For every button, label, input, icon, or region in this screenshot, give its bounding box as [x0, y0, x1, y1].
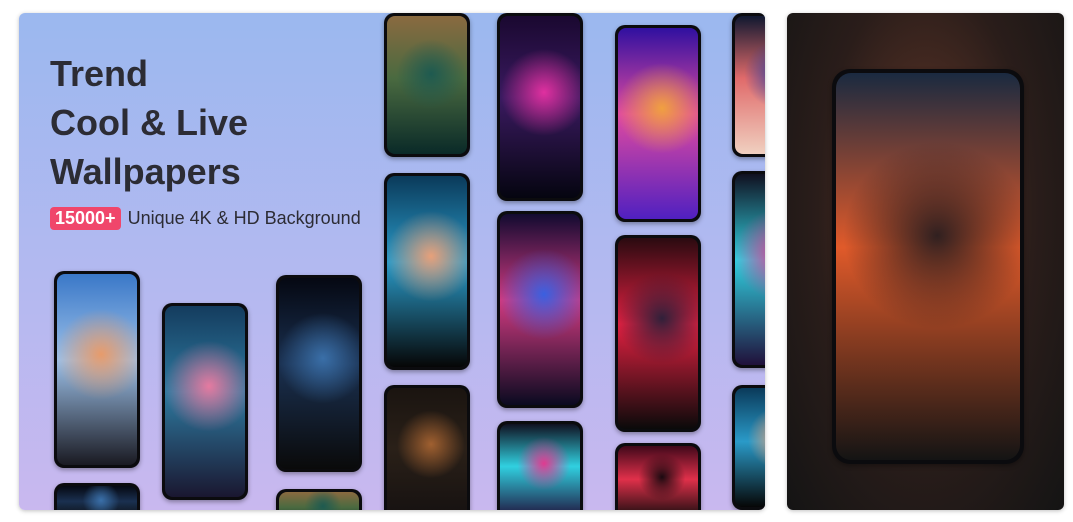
phone-rottweiler-dog[interactable] [384, 385, 470, 510]
wallpaper-neon-heart-girl [618, 238, 698, 429]
wallpaper-spider-neon [500, 16, 580, 198]
wallpaper-galaxy-swirl [500, 214, 580, 405]
wallpaper-tree-silhouette-sunset [57, 274, 137, 465]
phone-partial-col3[interactable] [276, 489, 362, 510]
wallpaper-partial-col1 [57, 486, 137, 510]
wallpaper-colorful-smoke [500, 424, 580, 510]
phone-edge-col7-bottom[interactable] [732, 385, 765, 510]
wallpaper-cartoon-hero-edge [735, 16, 765, 154]
wallpaper-preview-panel[interactable] [787, 13, 1064, 510]
headline-line-2: Cool & Live [50, 102, 249, 143]
wallpaper-edge-col7-mid [735, 174, 765, 365]
wallpaper-pink-cloud-sky [165, 306, 245, 497]
phone-partial-col1[interactable] [54, 483, 140, 510]
phone-earth-from-space[interactable] [276, 275, 362, 472]
tagline-row: 15000+ Unique 4K & HD Background [50, 207, 361, 230]
phone-tree-silhouette-sunset[interactable] [54, 271, 140, 468]
promo-banner[interactable]: Trend Cool & Live Wallpapers 15000+ Uniq… [19, 13, 765, 510]
phone-color-splash-flowers[interactable] [615, 25, 701, 222]
tagline: Unique 4K & HD Background [127, 208, 361, 228]
phone-spider-neon[interactable] [497, 13, 583, 201]
wallpaper-city-sunset-highway [836, 73, 1020, 460]
wallpaper-color-splash-flowers [618, 28, 698, 219]
phone-galaxy-swirl[interactable] [497, 211, 583, 408]
phone-neon-cap-girl[interactable] [615, 443, 701, 510]
wallpaper-earth-from-space [279, 278, 359, 469]
wallpaper-venice-canal [387, 16, 467, 154]
phone-edge-col7-mid[interactable] [732, 171, 765, 368]
wallpaper-partial-col3 [279, 492, 359, 510]
phone-palm-trees-night[interactable] [384, 173, 470, 370]
headline-line-3: Wallpapers [50, 151, 241, 192]
wallpaper-rottweiler-dog [387, 388, 467, 510]
preview-phone-frame[interactable] [832, 69, 1024, 464]
phone-colorful-smoke[interactable] [497, 421, 583, 510]
phone-neon-heart-girl[interactable] [615, 235, 701, 432]
phone-venice-canal[interactable] [384, 13, 470, 157]
wallpaper-neon-cap-girl [618, 446, 698, 510]
phone-pink-cloud-sky[interactable] [162, 303, 248, 500]
wallpaper-palm-trees-night [387, 176, 467, 367]
headline-line-1: Trend [50, 53, 149, 94]
headline: Trend Cool & Live Wallpapers [50, 49, 248, 196]
count-badge: 15000+ [50, 207, 121, 230]
phone-cartoon-hero-edge[interactable] [732, 13, 765, 157]
wallpaper-edge-col7-bottom [735, 388, 765, 507]
